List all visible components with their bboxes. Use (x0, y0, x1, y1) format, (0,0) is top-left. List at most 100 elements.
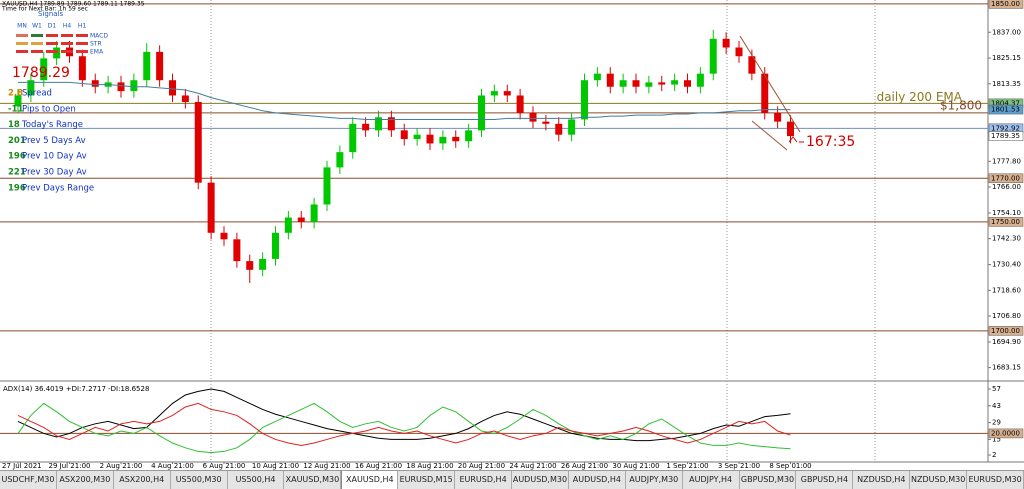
candle-body (272, 232, 279, 259)
level-box-label: 1789.35 (991, 132, 1020, 140)
level-box-label: 1801.53 (991, 106, 1020, 114)
stat-label: Spread (22, 89, 52, 99)
signal-label: STR (90, 41, 102, 48)
candle-body (259, 258, 267, 270)
stat-label: Prev Days Range (22, 183, 94, 193)
candle-body (387, 117, 395, 131)
level-box-label: 1804.37 (991, 99, 1020, 107)
signals-title: Signals (38, 10, 64, 18)
chart-tab[interactable]: EURUSD,H4 (455, 471, 513, 489)
x-tick-label: 10 Aug 21:00 (252, 462, 299, 470)
candle-body (684, 80, 691, 87)
candle-body (606, 73, 614, 87)
signal-bar (76, 34, 88, 37)
candle-body (645, 82, 653, 87)
candle-body (490, 91, 498, 96)
x-tick-label: 26 Aug 21:00 (561, 462, 608, 470)
chart-tab[interactable]: NZDUSD,H4 (853, 471, 911, 489)
y-tick-label: 1813.35 (992, 80, 1021, 88)
candle-body (748, 56, 756, 74)
candle-body (439, 136, 447, 144)
chart-tab[interactable]: XAUUSD,H4 (341, 471, 399, 489)
candle-body (774, 112, 782, 122)
stat-value: 196 (8, 183, 26, 193)
chart-tab[interactable]: AUDJPY,H4 (683, 471, 740, 489)
level-box (988, 326, 1024, 336)
signal-bar (16, 42, 28, 45)
signal-bar (46, 42, 58, 45)
chart-tab[interactable]: US500,H4 (228, 471, 285, 489)
signal-bar (61, 42, 73, 45)
symbol-line: XAUUSD,H4 1789.89 1789.60 1789.11 1789.3… (2, 1, 145, 8)
y-tick-label: 29 (992, 419, 1001, 427)
candle-body (349, 123, 357, 153)
level-box (988, 217, 1024, 227)
stat-label: Prev 10 Day Av (22, 152, 87, 162)
x-tick-label: 20 Aug 21:00 (458, 462, 505, 470)
chart-tab[interactable]: GBPUSD,M30 (740, 471, 797, 489)
level-note: daily 200 EMA (877, 90, 963, 104)
y-tick-label: 2 (992, 451, 996, 459)
candle-body (709, 38, 717, 74)
x-tick-label: 3 Sep 21:00 (718, 462, 760, 470)
chart-tab[interactable]: GBPUSD,H4 (796, 471, 854, 489)
signal-bar (76, 42, 88, 45)
candle-body (696, 73, 704, 87)
level-box-label: 1770.00 (991, 174, 1020, 182)
indicator-line (17, 402, 791, 446)
candle-body (529, 112, 537, 122)
x-tick-label: 12 Aug 21:00 (303, 462, 350, 470)
candle-body (156, 51, 164, 81)
candle-body (581, 80, 588, 120)
signal-bar (61, 50, 73, 53)
candle-body (310, 204, 318, 222)
x-tick-label: 18 Aug 21:00 (406, 462, 453, 470)
level-box (988, 0, 1024, 9)
chart-tab[interactable]: AUDJPY,M30 (626, 471, 683, 489)
y-tick-label: 1694.90 (992, 338, 1021, 346)
candle-body (375, 117, 382, 131)
signal-label: EMA (90, 49, 104, 56)
background (0, 0, 1024, 470)
y-tick-label: 15 (992, 435, 1001, 443)
signal-bar (31, 42, 43, 45)
level-box-label: 1792.92 (991, 124, 1020, 132)
candle-body (194, 102, 202, 183)
x-tick-label: 2 Aug 21:00 (100, 462, 143, 470)
chart-tab[interactable]: USDCHF,M30 (0, 471, 57, 489)
candle-body (400, 130, 408, 140)
chart-tab[interactable]: EURUSD,M15 (398, 471, 456, 489)
chart-tab[interactable]: AUDUSD,H4 (569, 471, 626, 489)
stat-value: 196 (8, 152, 26, 162)
level-box-label: 1700.00 (991, 327, 1020, 335)
x-tick-label: 16 Aug 21:00 (355, 462, 402, 470)
level-box-label: 1750.00 (991, 218, 1020, 226)
candle-body (181, 95, 189, 103)
y-tick-label: 1766.00 (992, 183, 1021, 191)
signal-bar (46, 34, 58, 37)
stat-label: Today's Range (21, 120, 83, 130)
candle-body (632, 80, 640, 87)
chart-tab[interactable]: EURUSD,M30 (967, 471, 1024, 489)
candle-body (619, 80, 627, 87)
stat-label: Prev 30 Day Av (22, 168, 87, 178)
chart-tab[interactable]: ASX200,H4 (114, 471, 171, 489)
y-tick-label: 1825.15 (992, 54, 1021, 62)
candle-body (516, 95, 524, 113)
trend-line (739, 35, 801, 133)
candle-body (542, 121, 550, 124)
x-tick-label: 8 Sep 01:00 (769, 462, 811, 470)
candle-body (593, 73, 601, 81)
signal-bar (16, 50, 28, 53)
candle-body (297, 217, 305, 222)
chart-tab[interactable]: AUDUSD,M30 (512, 471, 569, 489)
chart-tab[interactable]: NZDUSD,M30 (910, 471, 968, 489)
candle-body (220, 232, 228, 240)
timeframe-label: D1 (48, 23, 57, 30)
chart-tab[interactable]: XAUUSD,M30 (284, 471, 342, 489)
candle-body (233, 239, 241, 262)
chart-tab[interactable]: ASX200,M30 (57, 471, 114, 489)
chart-tab[interactable]: US500,M30 (171, 471, 228, 489)
y-tick-label: 1754.10 (992, 209, 1021, 217)
candle-body (568, 119, 576, 135)
